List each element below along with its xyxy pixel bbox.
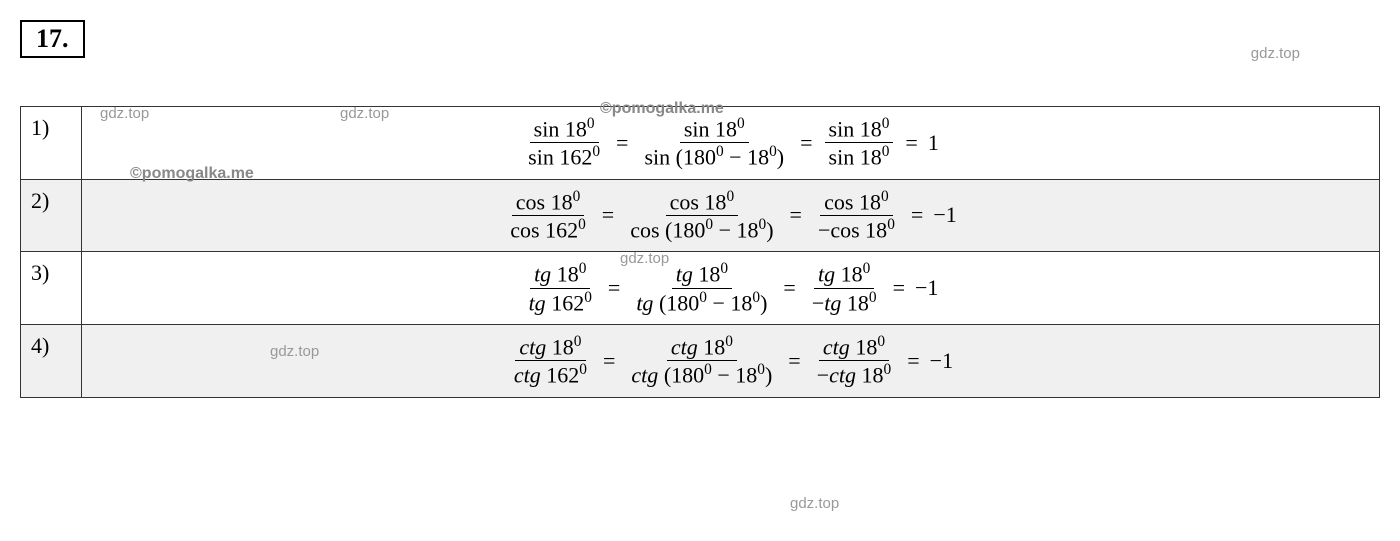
watermark-gdz: gdz.top: [790, 495, 839, 512]
row-index: 1): [21, 107, 82, 180]
table-row: 1) sin 180 sin 1620 = sin 180 sin (1800 …: [21, 107, 1380, 180]
row-index: 4): [21, 324, 82, 397]
problem-number-box: 17.: [20, 20, 85, 58]
row-equation: tg 180 tg 1620 = tg 180 tg (1800 − 180) …: [82, 252, 1380, 325]
row-index: 3): [21, 252, 82, 325]
row-index: 2): [21, 179, 82, 252]
problem-number: 17.: [36, 24, 69, 53]
solutions-table: 1) sin 180 sin 1620 = sin 180 sin (1800 …: [20, 106, 1380, 398]
table-row: 4) ctg 180 ctg 1620 = ctg 180 ctg (1800 …: [21, 324, 1380, 397]
table-row: 3) tg 180 tg 1620 = tg 180 tg (1800 − 18…: [21, 252, 1380, 325]
row-equation: sin 180 sin 1620 = sin 180 sin (1800 − 1…: [82, 107, 1380, 180]
table-row: 2) cos 180 cos 1620 = cos 180 cos (1800 …: [21, 179, 1380, 252]
watermark-gdz: gdz.top: [1251, 45, 1300, 62]
row-equation: cos 180 cos 1620 = cos 180 cos (1800 − 1…: [82, 179, 1380, 252]
row-equation: ctg 180 ctg 1620 = ctg 180 ctg (1800 − 1…: [82, 324, 1380, 397]
